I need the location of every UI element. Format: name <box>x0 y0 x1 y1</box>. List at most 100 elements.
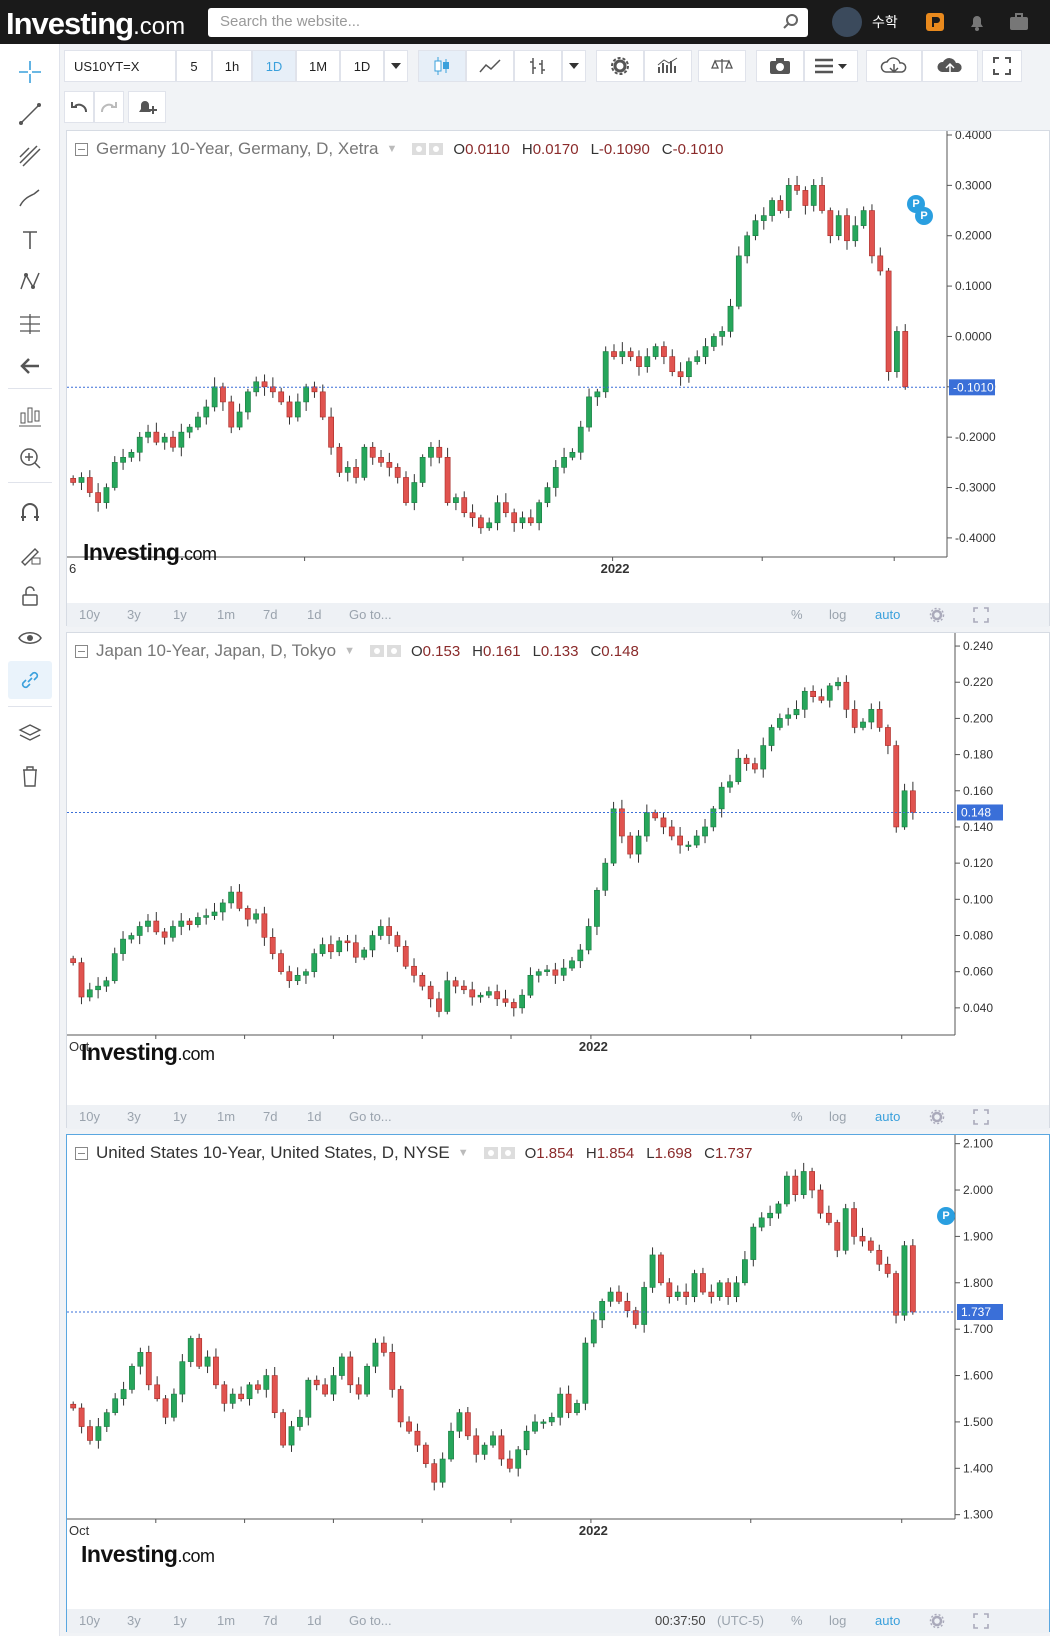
unlock-icon[interactable] <box>16 582 44 610</box>
range-10y-button[interactable]: 10y <box>79 607 100 622</box>
layers-icon[interactable] <box>16 720 44 748</box>
interval-dropdown[interactable] <box>384 50 408 82</box>
range-1y-button[interactable]: 1y <box>173 607 187 622</box>
fullscreen-button[interactable] <box>982 50 1022 82</box>
range-1d-button[interactable]: 1d <box>307 1109 322 1124</box>
fullscreen-icon[interactable] <box>973 607 989 623</box>
gear-icon[interactable] <box>929 1613 945 1629</box>
range-7d-button[interactable]: 7d <box>263 607 278 622</box>
pro-icon[interactable] <box>924 11 946 33</box>
range-goto-button[interactable]: Go to... <box>349 1109 392 1124</box>
pivot-marker[interactable]: P <box>937 1207 955 1225</box>
gear-icon[interactable] <box>369 644 403 658</box>
range-1m-button[interactable]: 1m <box>217 1613 236 1628</box>
load-chart-button[interactable] <box>866 50 922 82</box>
chart-panel-germany[interactable]: 0.40000.30000.20000.10000.0000-0.1000-0.… <box>66 130 1050 627</box>
chevron-down-icon[interactable]: ▼ <box>457 1147 469 1159</box>
candlestick-chart-japan[interactable]: 0.240 0.220 0.200 0.180 0.160 0.140 0.120 0.100… <box>67 633 1050 1129</box>
range--button[interactable]: % <box>791 1613 803 1628</box>
range-10y-button[interactable]: 10y <box>79 1613 100 1628</box>
collapse-icon[interactable] <box>75 142 88 156</box>
chevron-down-icon[interactable]: ▼ <box>386 143 398 155</box>
range-3y-button[interactable]: 3y <box>127 1613 141 1628</box>
settings-button[interactable] <box>596 50 644 82</box>
range-1y-button[interactable]: 1y <box>173 1109 187 1124</box>
candlestick-chart-germany[interactable]: 0.40000.30000.20000.10000.0000-0.1000-0.… <box>67 131 1050 627</box>
pattern-icon[interactable] <box>16 268 44 296</box>
bell-icon[interactable] <box>966 11 988 33</box>
range-log-button[interactable]: log <box>829 1109 847 1124</box>
range-1m-button[interactable]: 1m <box>217 607 236 622</box>
measure-icon[interactable] <box>16 402 44 430</box>
undo-button[interactable] <box>64 91 94 123</box>
interval-1d-secondary[interactable]: 1D <box>340 50 384 82</box>
crosshair-icon[interactable] <box>16 58 44 86</box>
gear-icon[interactable] <box>929 1109 945 1125</box>
range-auto-button[interactable]: auto <box>875 1109 901 1124</box>
save-chart-button[interactable] <box>922 50 978 82</box>
gear-icon[interactable] <box>929 607 945 623</box>
range--button[interactable]: % <box>791 1109 803 1124</box>
username[interactable]: 수학 <box>872 14 898 30</box>
prediction-icon[interactable] <box>16 310 44 338</box>
trash-icon[interactable] <box>16 762 44 790</box>
gear-icon[interactable] <box>483 1146 517 1160</box>
redo-button[interactable] <box>94 91 124 123</box>
chart-panel-japan[interactable]: 0.240 0.220 0.200 0.180 0.160 0.140 0.120 0.100… <box>66 632 1050 1129</box>
fullscreen-icon[interactable] <box>973 1613 989 1629</box>
interval-1h[interactable]: 1h <box>212 50 252 82</box>
range-7d-button[interactable]: 7d <box>263 1613 278 1628</box>
candles-button[interactable] <box>418 50 466 82</box>
range-auto-button[interactable]: auto <box>875 607 901 622</box>
chart-type-dropdown[interactable] <box>562 50 586 82</box>
range-1d-button[interactable]: 1d <box>307 607 322 622</box>
investing-logo[interactable]: Investing.com <box>6 6 186 41</box>
pivot-marker[interactable]: P <box>915 207 933 225</box>
compare-button[interactable] <box>698 50 746 82</box>
bars-button[interactable] <box>514 50 562 82</box>
search-input[interactable]: Search the website... <box>208 8 808 37</box>
candlestick-chart-us[interactable]: 2.100 2.000 1.900 1.800 1.700 1.600 1.500 1.400… <box>67 1135 1050 1633</box>
range-3y-button[interactable]: 3y <box>127 607 141 622</box>
avatar[interactable] <box>832 7 862 37</box>
chevron-down-icon[interactable]: ▼ <box>344 645 355 657</box>
eye-icon[interactable] <box>16 624 44 652</box>
snapshot-button[interactable] <box>756 50 804 82</box>
chart-panel-us[interactable]: 2.100 2.000 1.900 1.800 1.700 1.600 1.500 1.400… <box>66 1134 1050 1633</box>
range-goto-button[interactable]: Go to... <box>349 607 392 622</box>
interval-1m[interactable]: 1M <box>296 50 340 82</box>
symbol-input[interactable]: US10YT=X <box>64 50 176 82</box>
magnet-icon[interactable] <box>16 498 44 526</box>
range-1m-button[interactable]: 1m <box>217 1109 236 1124</box>
collapse-icon[interactable] <box>75 644 88 658</box>
range-auto-button[interactable]: auto <box>875 1613 901 1628</box>
range-3y-button[interactable]: 3y <box>127 1109 141 1124</box>
back-arrow-icon[interactable] <box>16 352 44 380</box>
range-log-button[interactable]: log <box>829 607 847 622</box>
trend-line-icon[interactable] <box>16 100 44 128</box>
range-7d-button[interactable]: 7d <box>263 1109 278 1124</box>
range-10y-button[interactable]: 10y <box>79 1109 100 1124</box>
range-goto-button[interactable]: Go to... <box>349 1613 392 1628</box>
range-1y-button[interactable]: 1y <box>173 1613 187 1628</box>
area-chart-button[interactable] <box>466 50 514 82</box>
interval-5[interactable]: 5 <box>176 50 212 82</box>
link-icon[interactable] <box>8 661 52 699</box>
text-icon[interactable] <box>16 226 44 254</box>
brush-icon[interactable] <box>16 184 44 212</box>
range--button[interactable]: % <box>791 607 803 622</box>
interval-1d[interactable]: 1D <box>252 50 296 82</box>
layout-button[interactable] <box>804 50 858 82</box>
search-icon[interactable] <box>782 13 800 31</box>
indicators-button[interactable] <box>644 50 692 82</box>
pitchfork-icon[interactable] <box>16 142 44 170</box>
add-alert-button[interactable] <box>128 91 166 123</box>
lock-drawing-icon[interactable] <box>16 540 44 568</box>
fullscreen-icon[interactable] <box>973 1109 989 1125</box>
briefcase-icon[interactable] <box>1008 11 1030 33</box>
range-log-button[interactable]: log <box>829 1613 847 1628</box>
zoom-in-icon[interactable] <box>16 444 44 472</box>
gear-icon[interactable] <box>411 142 445 156</box>
range-1d-button[interactable]: 1d <box>307 1613 322 1628</box>
collapse-icon[interactable] <box>75 1146 88 1160</box>
